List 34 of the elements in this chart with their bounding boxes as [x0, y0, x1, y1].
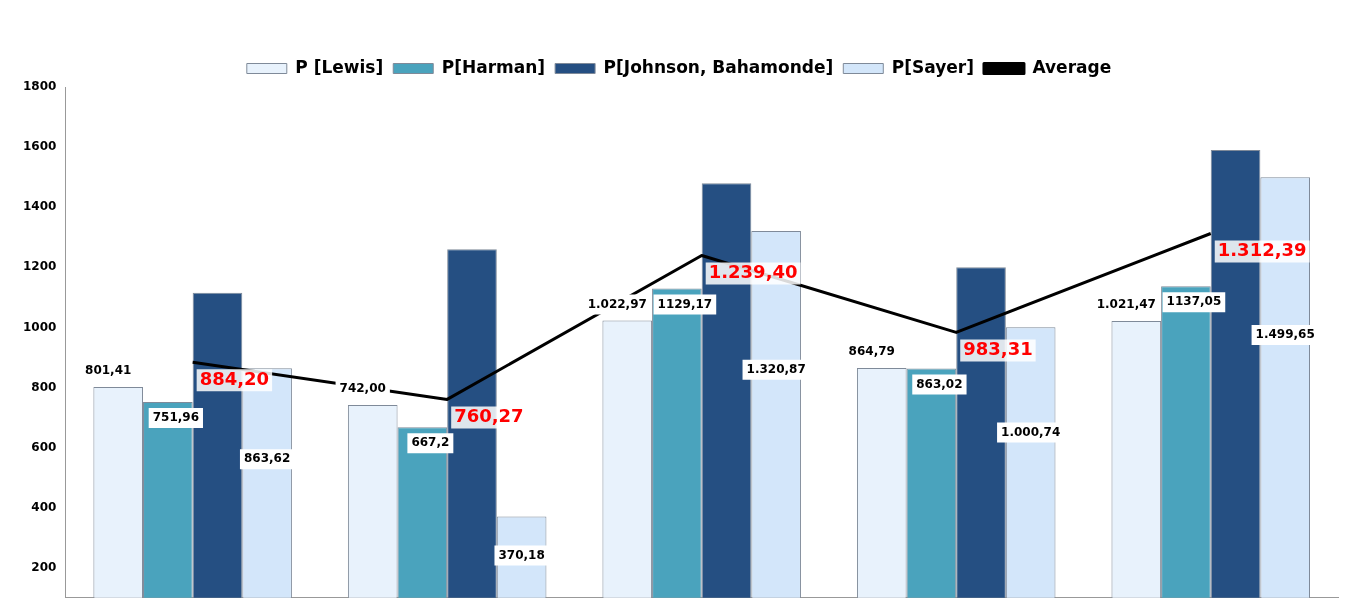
data-label: 801,41: [85, 363, 132, 378]
legend-label: P [Lewis]: [295, 56, 384, 77]
y-tick-label: 1400: [22, 199, 57, 214]
data-label: 1.320,87: [746, 362, 806, 376]
data-label: 1.022,97: [587, 296, 647, 311]
data-label: 1137,05: [1166, 294, 1222, 309]
legend-label: P[Sayer]: [891, 56, 974, 77]
legend-label: P[Harman]: [441, 56, 546, 77]
data-label: 884,20: [199, 367, 270, 389]
data-label: 1.312,39: [1217, 239, 1307, 261]
y-tick-label: 800: [31, 379, 57, 394]
data-label: 983,31: [963, 338, 1033, 360]
y-tick-label: 1200: [22, 259, 57, 274]
legend-label: P[Johnson, Bahamonde]: [603, 56, 834, 77]
data-label: 1.239,40: [708, 261, 798, 283]
y-tick-label: 1000: [22, 319, 57, 334]
data-label: 667,2: [411, 435, 450, 450]
data-label: 751,96: [152, 410, 199, 425]
data-label: 1.000,74: [1001, 424, 1061, 439]
y-tick-label: 1800: [22, 79, 57, 94]
data-label: 863,02: [916, 376, 963, 391]
data-label: 864,79: [848, 344, 895, 359]
data-label: 1129,17: [657, 296, 713, 311]
y-tick-label: 600: [31, 439, 57, 454]
legend-label: Average: [1032, 56, 1112, 77]
data-label: 1.021,47: [1096, 297, 1156, 312]
y-tick-label: 1600: [22, 139, 57, 154]
data-label: 760,27: [454, 405, 524, 427]
y-tick-label: 400: [31, 499, 57, 514]
data-label: 863,62: [243, 451, 291, 466]
data-label: 370,18: [498, 547, 545, 562]
data-label: 1.499,65: [1255, 327, 1315, 342]
data-label: 742,00: [339, 381, 386, 396]
y-tick-label: 200: [31, 559, 57, 574]
